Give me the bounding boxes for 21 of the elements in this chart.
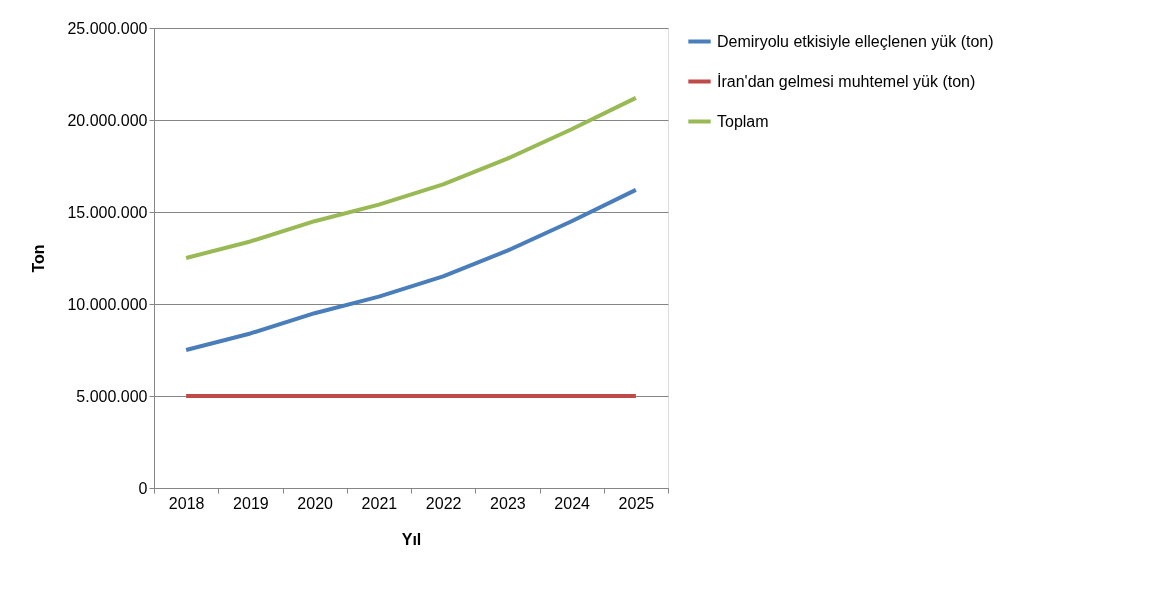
y-tick-label: 10.000.000 [67, 295, 148, 313]
x-tick-label: 2023 [490, 494, 526, 512]
x-tick-label: 2018 [168, 494, 205, 512]
legend-label: Demiryolu etkisiyle elleçlenen yük (ton) [717, 32, 994, 50]
x-tick-label: 2020 [297, 494, 334, 512]
x-tick-label: 2025 [618, 494, 655, 512]
legend-label: Toplam [717, 112, 769, 130]
y-tick-label: 25.000.000 [67, 19, 148, 37]
x-tick-label: 2019 [233, 494, 269, 512]
x-tick-label: 2021 [361, 494, 398, 512]
y-tick-label: 20.000.000 [67, 111, 148, 129]
x-axis-title: Yıl [401, 530, 422, 548]
y-tick-label: 15.000.000 [67, 203, 148, 221]
y-tick-label: 0 [138, 479, 148, 497]
x-tick-label: 2024 [554, 494, 591, 512]
legend-label: İran'dan gelmesi muhtemel yük (ton) [717, 71, 976, 90]
x-tick-label: 2022 [425, 494, 462, 512]
y-axis-title: Ton [30, 244, 48, 273]
line-series [184, 95, 638, 260]
line-series [184, 187, 638, 352]
y-tick-label: 5.000.000 [76, 387, 148, 405]
